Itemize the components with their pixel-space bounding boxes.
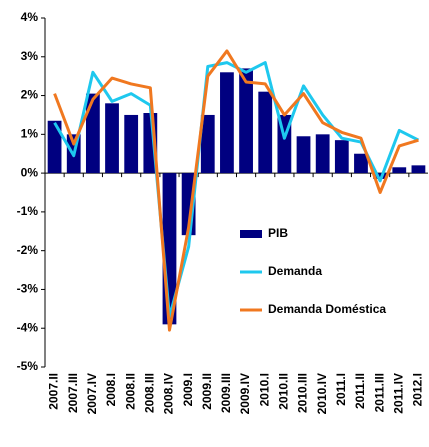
y-tick-label: 1% (21, 127, 39, 141)
x-tick-label: 2008.II (123, 373, 137, 410)
y-tick-label: 4% (21, 10, 39, 24)
bar (373, 173, 388, 179)
bar (296, 136, 311, 174)
y-tick-label: -2% (17, 243, 39, 257)
bar (200, 114, 215, 174)
x-tick-label: 2009.I (181, 373, 195, 406)
x-tick-label: 2007.IV (85, 373, 99, 414)
bar (354, 153, 368, 174)
x-tick-label: 2010.II (277, 373, 291, 410)
x-tick-label: 2007.II (47, 373, 61, 410)
legend-label: PIB (268, 226, 288, 240)
line (53, 49, 419, 332)
y-tick-label: -1% (17, 204, 39, 218)
bar (315, 134, 330, 174)
bar (105, 103, 119, 174)
bar (258, 91, 273, 174)
legend-label: Demanda (268, 264, 322, 278)
y-tick-label: 0% (21, 165, 39, 179)
bar (334, 140, 349, 174)
x-tick-label: 2011.III (372, 373, 386, 412)
x-tick-label: 2010.I (257, 373, 271, 406)
x-tick-label: 2010.IV (315, 373, 329, 414)
x-tick-label: 2008.III (142, 373, 156, 413)
x-tick-label: 2011.IV (391, 373, 405, 414)
y-tick-label: 3% (21, 49, 39, 63)
x-tick-label: 2012.I (411, 373, 425, 406)
legend-swatch (240, 230, 262, 238)
x-tick-label: 2011.I (334, 373, 348, 406)
bar (239, 68, 253, 174)
bar (124, 114, 139, 174)
line (53, 61, 420, 319)
y-tick-label: -3% (17, 282, 39, 296)
legend-label: Demanda Doméstica (268, 302, 386, 316)
bar (47, 120, 62, 174)
x-tick-label: 2008.I (104, 373, 118, 406)
bar (411, 165, 426, 174)
y-tick-label: -4% (17, 320, 39, 334)
x-tick-label: 2011.II (353, 373, 367, 409)
y-tick-label: 2% (21, 88, 39, 102)
x-tick-label: 2008.IV (162, 373, 176, 414)
x-tick-label: 2009.III (219, 373, 233, 413)
bar (85, 93, 100, 174)
bar (220, 72, 234, 174)
x-tick-label: 2009.II (200, 373, 214, 410)
bar (392, 167, 407, 174)
x-tick-label: 2009.IV (238, 373, 252, 414)
x-tick-label: 2007.III (66, 373, 80, 413)
y-tick-label: -5% (17, 359, 39, 373)
x-tick-label: 2010.III (296, 373, 310, 413)
